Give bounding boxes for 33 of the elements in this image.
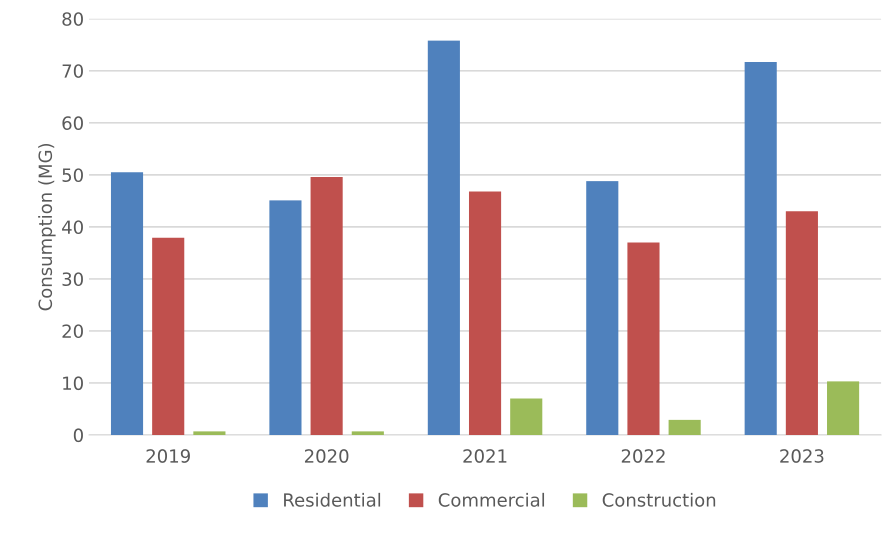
x-tick-label: 2020 [304, 449, 348, 463]
y-tick-label: 40 [62, 220, 83, 234]
legend-label: Residential [284, 492, 380, 507]
y-tick-label: 60 [62, 116, 83, 130]
x-tick-label: 2023 [780, 449, 824, 463]
bar [468, 192, 502, 435]
x-tick-label: 2021 [463, 449, 506, 463]
legend-label: Commercial [438, 492, 544, 507]
x-tick-label: 2019 [146, 449, 190, 463]
bar [627, 242, 660, 435]
y-tick-label: 20 [62, 324, 83, 338]
y-tick-label: 50 [62, 168, 83, 182]
x-tick-label: 2022 [622, 449, 665, 463]
bar [827, 381, 860, 435]
bar [152, 238, 184, 435]
bar [428, 40, 460, 435]
y-axis-title: Consumption (MG) [38, 144, 56, 310]
bar [193, 431, 226, 435]
bar [744, 62, 777, 435]
y-tick-label: 10 [63, 376, 83, 390]
bar [269, 200, 302, 435]
bar [786, 211, 818, 435]
bar [586, 181, 618, 435]
y-tick-label: 80 [62, 12, 83, 26]
bar [510, 398, 542, 435]
bar [352, 431, 384, 435]
bar [668, 420, 701, 435]
bar [310, 176, 343, 435]
legend-label: Construction [602, 492, 716, 507]
y-tick-label: 0 [74, 428, 83, 442]
y-tick-label: 30 [62, 272, 83, 286]
y-tick-label: 70 [62, 64, 83, 78]
bar [110, 172, 144, 435]
